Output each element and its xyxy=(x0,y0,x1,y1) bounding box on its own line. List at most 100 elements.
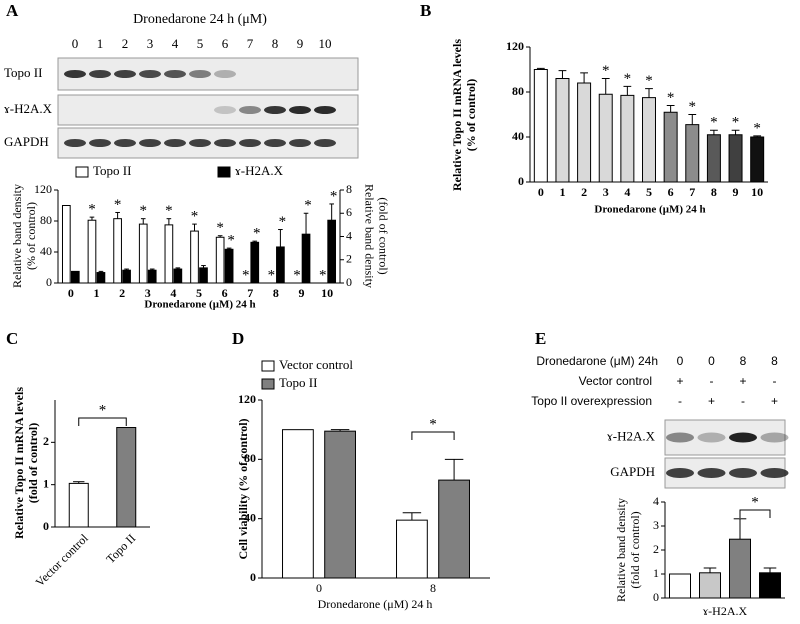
y-tick-label: 120 xyxy=(506,39,524,53)
legend-swatch xyxy=(75,166,89,178)
y-tick-label: 120 xyxy=(34,182,52,196)
treatment-label: Dronedarone (μM) 24h xyxy=(536,354,658,368)
y2-tick-label: 6 xyxy=(346,205,352,219)
lane-label: 10 xyxy=(319,36,332,51)
blot-title: Dronedarone 24 h (μM) xyxy=(133,12,267,27)
lane-label: 9 xyxy=(297,36,304,51)
legend-label: Topo II xyxy=(279,375,317,390)
treatment-cell: - xyxy=(678,394,682,408)
x-tick-label: 0 xyxy=(316,581,322,595)
panel-label: D xyxy=(232,329,244,348)
y-tick-label: 80 xyxy=(244,451,256,465)
x-tick-label: 10 xyxy=(751,185,763,199)
bar xyxy=(759,572,781,599)
blot-band xyxy=(64,70,86,78)
x-tick-label: 5 xyxy=(646,185,652,199)
y-axis-label: Relative Topo II mRNA levels xyxy=(450,39,464,191)
treatment-cell: + xyxy=(708,394,715,408)
y-tick-label: 2 xyxy=(43,434,49,448)
treatment-cell: + xyxy=(739,374,746,388)
bar xyxy=(438,479,470,579)
bar xyxy=(669,573,691,599)
x-axis-label: ɤ-H2A.X xyxy=(703,604,748,618)
significance-mark: * xyxy=(330,188,338,204)
significance-mark: * xyxy=(242,267,250,283)
blot-band xyxy=(697,432,726,443)
y-tick-label: 4 xyxy=(653,494,659,508)
blot-band xyxy=(164,70,186,78)
blot-band xyxy=(114,139,136,147)
treatment-cell: 0 xyxy=(677,354,684,368)
y2-axis-label: Relative band density xyxy=(362,184,376,288)
bar xyxy=(396,519,428,579)
significance-mark: * xyxy=(191,209,199,225)
x-tick-label: 9 xyxy=(733,185,739,199)
y-tick-label: 40 xyxy=(244,510,256,524)
panel-label: A xyxy=(6,1,19,20)
significance-mark: * xyxy=(667,90,675,106)
bar xyxy=(164,224,174,284)
bar xyxy=(282,429,314,579)
legend-swatch xyxy=(261,378,275,390)
significance-mark: * xyxy=(253,226,261,242)
bar xyxy=(113,218,122,284)
blot-band xyxy=(729,432,757,443)
y-axis-label: (% of control) xyxy=(24,202,38,270)
significance-mark: * xyxy=(753,120,761,136)
blot-row-label: GAPDH xyxy=(610,464,655,479)
legend-swatch xyxy=(261,360,275,372)
blot-band xyxy=(89,70,111,78)
panel-label: B xyxy=(420,1,431,20)
legend-label: Vector control xyxy=(279,357,353,372)
x-tick-label: Topo II xyxy=(103,531,138,566)
blot-band xyxy=(239,139,261,147)
bar xyxy=(173,268,183,284)
bar xyxy=(301,233,311,284)
y-tick-label: 0 xyxy=(653,590,659,604)
y2-tick-label: 4 xyxy=(346,228,352,242)
significance-mark: * xyxy=(99,402,107,418)
blot-band xyxy=(666,468,694,478)
blot-band xyxy=(697,468,726,478)
significance-mark: * xyxy=(624,71,632,87)
panel-label: E xyxy=(535,329,546,348)
x-tick-label: 7 xyxy=(247,286,253,300)
x-tick-label: 6 xyxy=(668,185,674,199)
bar xyxy=(224,248,234,284)
x-tick-label: 5 xyxy=(196,286,202,300)
y-axis-label: Relative Topo II mRNA levels xyxy=(12,387,26,539)
x-tick-label: 9 xyxy=(299,286,305,300)
blot-band xyxy=(214,70,236,78)
blot-band xyxy=(289,106,311,114)
blot-strip xyxy=(57,94,359,126)
blot-band xyxy=(189,139,211,147)
significance-mark: * xyxy=(293,267,301,283)
significance-mark: * xyxy=(689,99,697,115)
blot-row-label: ɤ-H2A.X xyxy=(4,101,53,116)
y-tick-label: 1 xyxy=(653,566,659,580)
legend-label: ɤ-H2A.X xyxy=(235,163,284,178)
significance-mark: * xyxy=(645,73,653,89)
y2-tick-label: 8 xyxy=(346,182,352,196)
bar xyxy=(96,272,106,284)
blot-band xyxy=(139,139,161,147)
y-tick-label: 0 xyxy=(43,519,49,533)
blot-band xyxy=(189,70,211,78)
significance-mark: * xyxy=(227,233,235,249)
bar xyxy=(250,241,260,284)
treatment-label: Vector control xyxy=(579,374,652,388)
bar xyxy=(199,267,208,284)
blot-band xyxy=(214,106,236,114)
significance-mark: * xyxy=(279,214,287,230)
y2-tick-label: 0 xyxy=(346,275,352,289)
legend-label: Topo II xyxy=(93,163,131,178)
bar xyxy=(61,205,71,284)
lane-label: 8 xyxy=(272,36,279,51)
bar xyxy=(533,69,548,183)
lane-label: 6 xyxy=(222,36,229,51)
blot-band xyxy=(760,468,789,478)
x-tick-label: 1 xyxy=(559,185,565,199)
x-tick-label: 3 xyxy=(145,286,151,300)
bar xyxy=(642,97,656,183)
